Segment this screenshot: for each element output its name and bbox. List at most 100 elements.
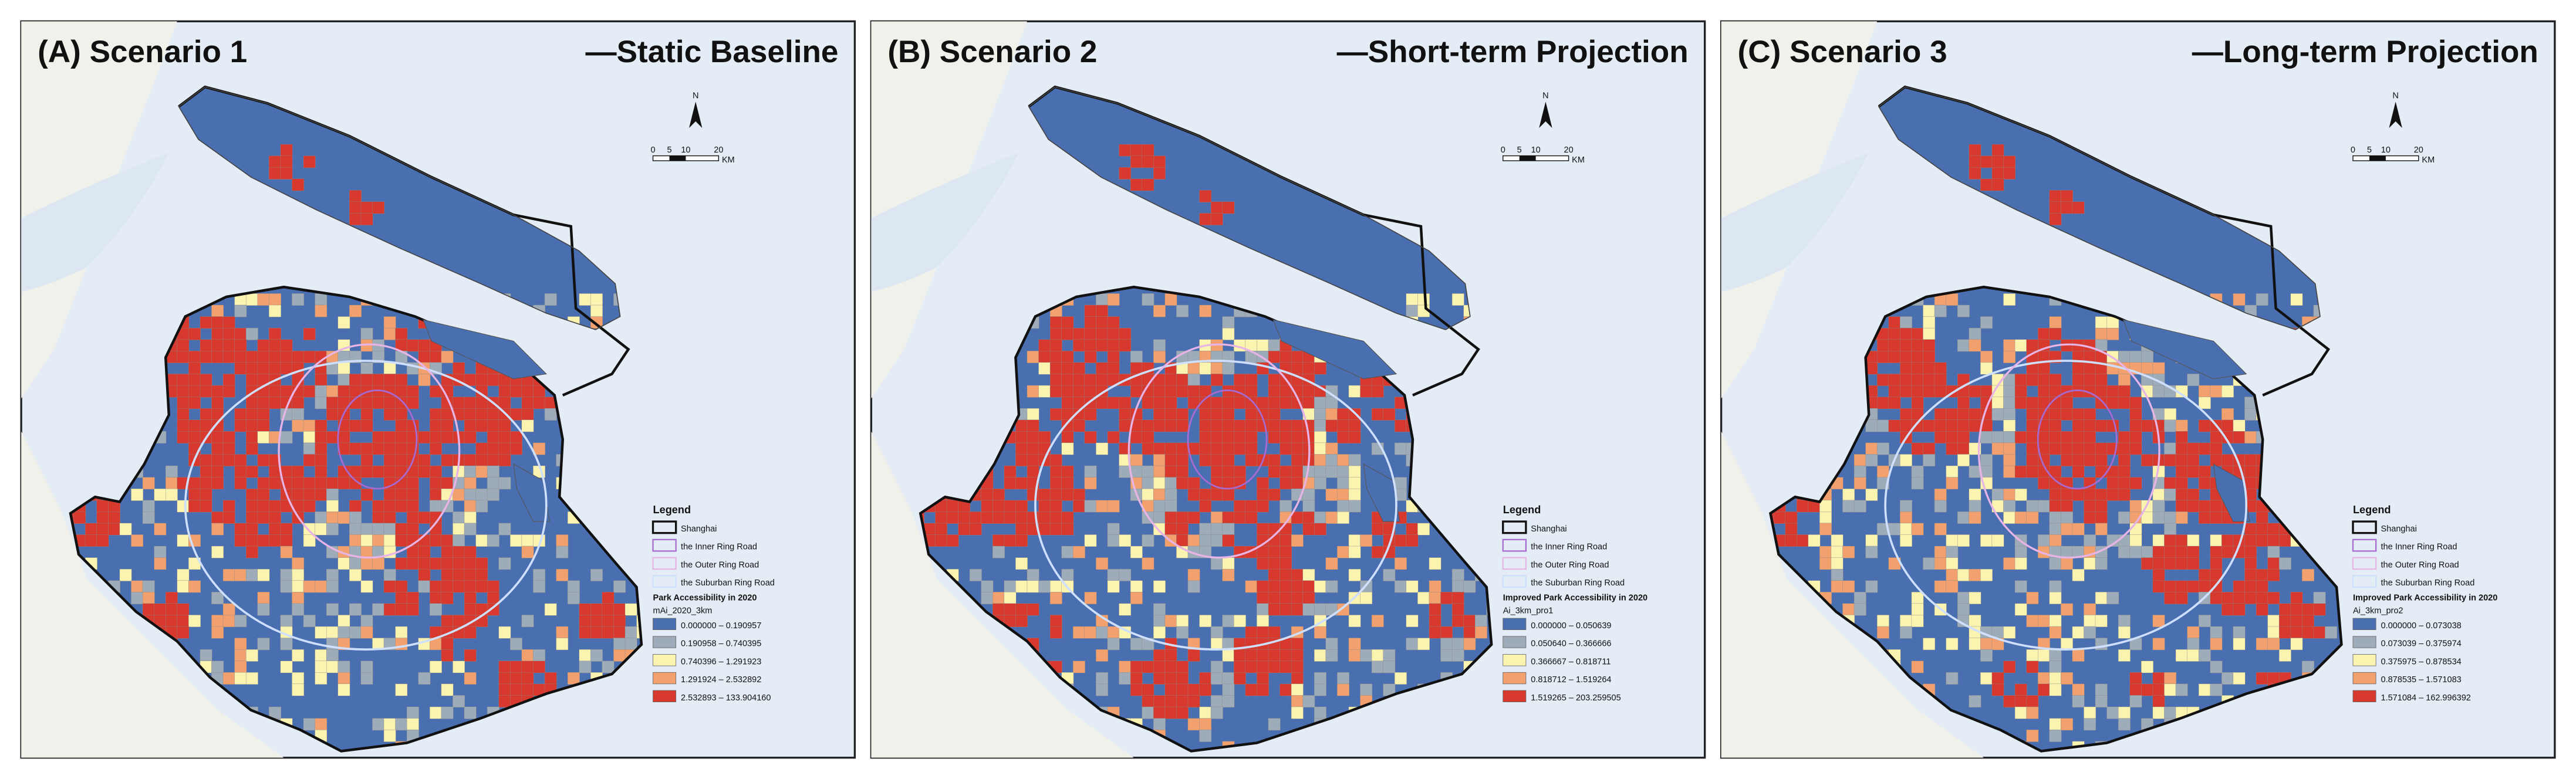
legend-item: the Inner Ring Road: [2381, 543, 2457, 552]
cell: [1049, 339, 1062, 352]
cell: [1142, 557, 1154, 570]
cell: [1900, 339, 1912, 352]
legend-class: 2.532893 – 133.904160: [681, 693, 771, 703]
cell: [245, 408, 258, 421]
cell: [1957, 442, 1970, 455]
cell: [1831, 568, 1844, 581]
cell: [1257, 683, 1269, 696]
cell: [430, 557, 442, 570]
cell: [2072, 201, 2085, 214]
cell: [177, 374, 190, 387]
cell: [2290, 626, 2303, 639]
cell: [1187, 683, 1200, 696]
cell: [349, 557, 362, 570]
cell: [234, 304, 247, 317]
cell: [1325, 557, 1338, 570]
cell: [2187, 638, 2200, 651]
cell: [1153, 442, 1166, 455]
cell: [1164, 661, 1177, 673]
cell: [245, 442, 258, 455]
cell: [1061, 477, 1074, 490]
legend-swatch: [653, 654, 677, 666]
cell: [2221, 592, 2234, 604]
cell: [1934, 500, 1947, 513]
cell: [2198, 385, 2211, 398]
cell: [441, 557, 454, 570]
cell: [165, 615, 178, 628]
north-arrow: [2389, 101, 2402, 128]
cell: [245, 419, 258, 432]
cell: [430, 465, 442, 478]
cell: [1371, 546, 1384, 558]
cell: [326, 523, 339, 536]
cell: [475, 408, 488, 421]
cell: [2244, 592, 2257, 604]
cell: [1084, 374, 1097, 387]
cell: [2233, 672, 2246, 685]
cell: [1107, 327, 1120, 340]
cell: [1027, 419, 1039, 432]
cell: [1084, 534, 1097, 547]
cell: [234, 672, 247, 685]
cell: [303, 615, 316, 628]
cell: [1923, 339, 1936, 352]
cell: [2003, 431, 2016, 443]
cell: [2141, 661, 2153, 673]
cell: [395, 534, 408, 547]
cell: [1199, 706, 1212, 719]
cell: [1199, 431, 1212, 443]
cell: [1980, 385, 1993, 398]
legend-symbol: [1502, 520, 1527, 534]
cell: [1245, 442, 1258, 455]
cell: [1119, 603, 1132, 616]
cell: [2187, 488, 2200, 501]
cell: [1785, 534, 1798, 547]
cell: [2256, 672, 2268, 685]
cell: [1164, 293, 1177, 306]
cell: [2118, 351, 2131, 363]
cell: [1268, 649, 1281, 662]
cell: [2049, 442, 2062, 455]
cell: [2037, 672, 2050, 685]
cell: [498, 431, 511, 443]
cell: [1923, 454, 1936, 467]
cell: [2106, 706, 2119, 719]
cell: [1279, 683, 1292, 696]
cell: [2210, 534, 2223, 547]
cell: [2118, 431, 2131, 443]
cell: [2084, 362, 2096, 375]
cell: [430, 661, 442, 673]
cell: [1348, 534, 1361, 547]
cell: [464, 557, 477, 570]
cell: [2175, 419, 2188, 432]
cell: [1279, 568, 1292, 581]
cell: [1210, 374, 1223, 387]
cell: [1187, 695, 1200, 708]
cell: [337, 672, 350, 685]
cell: [1291, 351, 1304, 363]
cell: [2118, 454, 2131, 467]
cell: [556, 638, 569, 651]
cell: [1015, 431, 1028, 443]
cell: [1865, 442, 1878, 455]
cell: [326, 661, 339, 673]
cell: [360, 661, 373, 673]
cell: [372, 397, 385, 409]
cell: [303, 718, 316, 731]
cell: [1451, 592, 1464, 604]
cell: [1842, 603, 1855, 616]
cell: [1073, 374, 1085, 387]
cell: [383, 718, 396, 731]
cell: [2095, 512, 2108, 524]
scale-label: 5: [2367, 145, 2372, 155]
cell: [430, 592, 442, 604]
cell: [1234, 615, 1246, 628]
cell: [1957, 454, 1970, 467]
cell: [1268, 488, 1281, 501]
cell: [1073, 339, 1085, 352]
cell: [383, 523, 396, 536]
cell: [1337, 431, 1349, 443]
cell: [234, 419, 247, 432]
cell: [1073, 327, 1085, 340]
cell: [1234, 431, 1246, 443]
